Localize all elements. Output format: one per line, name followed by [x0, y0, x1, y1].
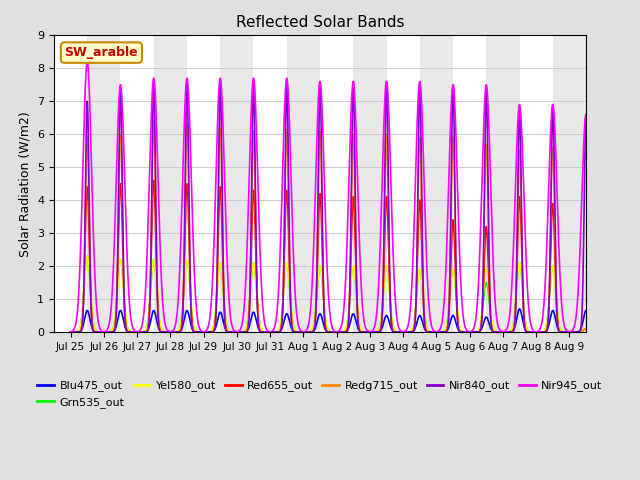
Yel580_out: [452, 286, 460, 292]
Bar: [220, 36, 253, 332]
Blu475_out: [404, 329, 412, 335]
Red655_out: [593, 329, 601, 335]
Nir945_out: [176, 268, 184, 274]
Nir945_out: [452, 123, 460, 129]
Grn535_out: [518, 273, 525, 279]
Legend: Blu475_out, Grn535_out, Yel580_out, Red655_out, Redg715_out, Nir840_out, Nir945_: Blu475_out, Grn535_out, Yel580_out, Red6…: [33, 376, 607, 412]
Grn535_out: [486, 302, 493, 308]
Bar: [553, 36, 586, 332]
Nir840_out: [452, 240, 460, 246]
Red655_out: [67, 329, 74, 335]
Blu475_out: [516, 306, 524, 312]
Redg715_out: [486, 281, 493, 287]
Yel580_out: [518, 273, 525, 279]
Nir945_out: [405, 319, 413, 325]
Red655_out: [599, 329, 607, 335]
Yel580_out: [405, 329, 413, 335]
Nir840_out: [593, 329, 601, 335]
Bar: [87, 36, 120, 332]
Redg715_out: [176, 329, 184, 335]
Blu475_out: [518, 312, 525, 317]
Y-axis label: Solar Radiation (W/m2): Solar Radiation (W/m2): [19, 111, 31, 256]
Nir945_out: [518, 124, 525, 130]
Redg715_out: [452, 247, 460, 252]
Grn535_out: [176, 325, 184, 331]
Nir840_out: [405, 329, 413, 335]
Nir945_out: [83, 59, 91, 65]
Line: Nir840_out: Nir840_out: [70, 82, 603, 332]
Yel580_out: [593, 329, 601, 335]
Blu475_out: [67, 329, 74, 335]
Yel580_out: [176, 325, 184, 331]
Nir945_out: [593, 320, 601, 325]
Nir840_out: [486, 281, 493, 287]
Line: Red655_out: Red655_out: [70, 180, 603, 332]
Nir840_out: [176, 329, 184, 335]
Title: Reflected Solar Bands: Reflected Solar Bands: [236, 15, 404, 30]
Blu475_out: [599, 329, 607, 335]
Red655_out: [486, 296, 493, 302]
Bar: [287, 36, 320, 332]
Red655_out: [405, 329, 413, 335]
Redg715_out: [518, 218, 525, 224]
Red655_out: [176, 328, 184, 334]
Line: Nir945_out: Nir945_out: [70, 62, 603, 332]
Blu475_out: [176, 329, 184, 335]
Grn535_out: [452, 286, 460, 292]
Nir945_out: [486, 144, 493, 150]
Blu475_out: [452, 318, 460, 324]
Redg715_out: [593, 329, 601, 335]
Line: Redg715_out: Redg715_out: [70, 121, 603, 332]
Nir840_out: [599, 329, 607, 335]
Line: Blu475_out: Blu475_out: [70, 309, 603, 332]
Yel580_out: [67, 329, 74, 335]
Grn535_out: [67, 329, 74, 335]
Grn535_out: [593, 329, 601, 335]
Text: SW_arable: SW_arable: [65, 46, 138, 59]
Bar: [420, 36, 453, 332]
Redg715_out: [599, 329, 607, 335]
Yel580_out: [486, 295, 493, 300]
Blu475_out: [593, 329, 601, 335]
Grn535_out: [405, 329, 413, 335]
Red655_out: [452, 275, 460, 281]
Yel580_out: [83, 253, 91, 259]
Line: Grn535_out: Grn535_out: [70, 256, 603, 332]
Nir945_out: [67, 329, 74, 335]
Redg715_out: [405, 329, 413, 335]
Line: Yel580_out: Yel580_out: [70, 256, 603, 332]
Blu475_out: [486, 322, 493, 327]
Grn535_out: [599, 329, 607, 335]
Red655_out: [518, 240, 525, 246]
Redg715_out: [150, 118, 157, 124]
Nir840_out: [67, 329, 74, 335]
Nir945_out: [599, 329, 607, 335]
Yel580_out: [599, 329, 607, 335]
Bar: [353, 36, 387, 332]
Bar: [154, 36, 187, 332]
Nir840_out: [150, 79, 157, 84]
Redg715_out: [67, 329, 74, 335]
Bar: [486, 36, 520, 332]
Red655_out: [150, 178, 157, 183]
Grn535_out: [83, 253, 91, 259]
Nir840_out: [518, 204, 525, 209]
